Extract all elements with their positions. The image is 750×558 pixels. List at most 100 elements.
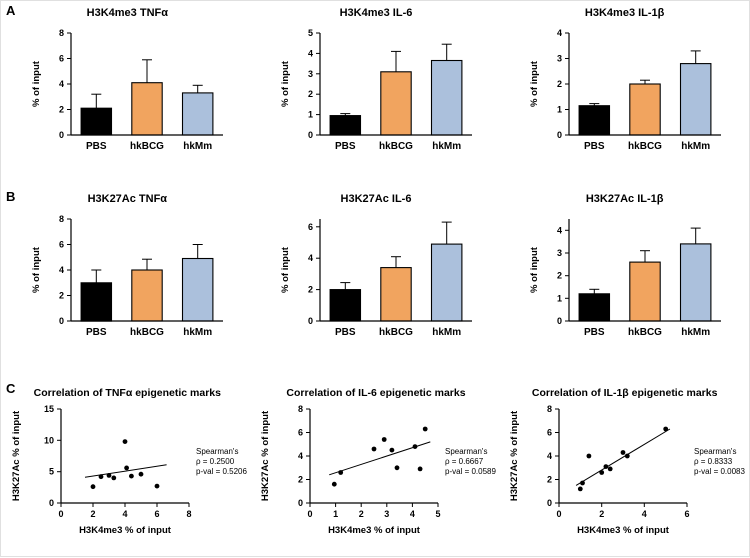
y-tick-label: 1 bbox=[557, 105, 562, 115]
y-tick-label: 0 bbox=[557, 130, 562, 140]
bar-0 bbox=[329, 115, 362, 136]
y-axis-label: % of input bbox=[529, 60, 540, 107]
y-tick-label: 3 bbox=[557, 248, 562, 258]
y-tick-label: 5 bbox=[308, 28, 313, 38]
y-tick-label: 8 bbox=[59, 214, 64, 224]
bar-0 bbox=[578, 105, 610, 136]
scatter-plot-6: Correlation of TNFα epigenetic marks 0 5 10… bbox=[3, 379, 252, 558]
y-tick-label: 1 bbox=[308, 110, 313, 120]
chart-title: H3K27Ac IL-1β bbox=[585, 193, 664, 205]
y-tick-label: 2 bbox=[308, 89, 313, 99]
data-point bbox=[603, 464, 608, 469]
y-tick-label: 0 bbox=[547, 498, 552, 508]
y-tick-label: 6 bbox=[547, 428, 552, 438]
data-point bbox=[381, 437, 387, 442]
bar-1 bbox=[628, 83, 661, 136]
data-point bbox=[389, 447, 395, 453]
x-axis-label: H3K4me3 % of input bbox=[328, 525, 421, 536]
chart-title: H3K27Ac TNFα bbox=[87, 193, 168, 205]
data-point bbox=[371, 446, 377, 452]
x-tick-label: 6 bbox=[155, 509, 160, 519]
x-category-label: hkMm bbox=[681, 327, 710, 338]
scatter-plot-8: Correlation of IL-1β epigenetic marks 0 2 4… bbox=[500, 379, 749, 558]
y-axis-label: H3K27Ac % of input bbox=[260, 410, 271, 501]
x-tick-label: 1 bbox=[333, 509, 338, 519]
data-point bbox=[138, 471, 144, 477]
x-category-label: hkBCG bbox=[130, 141, 164, 152]
stats-pval: p-val = 0.0589 bbox=[445, 467, 496, 476]
y-tick-label: 8 bbox=[59, 28, 64, 38]
data-point bbox=[154, 483, 160, 489]
bar-chart-4: H3K27Ac IL-6 0 2 4 6 % of input PBS hkBCG hkMm bbox=[252, 187, 501, 379]
x-tick-label: 0 bbox=[556, 509, 561, 519]
y-tick-label: 6 bbox=[59, 54, 64, 64]
trend-line bbox=[575, 428, 670, 486]
data-point bbox=[111, 475, 117, 481]
panel-label-c: C bbox=[6, 381, 16, 396]
stats-rho: ρ = 0.6667 bbox=[445, 457, 484, 466]
data-point bbox=[106, 473, 112, 478]
y-tick-label: 0 bbox=[49, 498, 54, 508]
data-point bbox=[412, 444, 418, 449]
y-tick-label: 4 bbox=[298, 451, 303, 461]
y-tick-label: 2 bbox=[298, 475, 303, 485]
stats-pval: p-val = 0.5206 bbox=[196, 467, 247, 476]
bar-2 bbox=[679, 63, 712, 136]
bar-chart-svg: 0 2 4 6 8 % of input PBS hkBCG hkMm bbox=[31, 28, 224, 152]
bar-chart-3: H3K27Ac TNFα 0 2 4 6 8 % of input PBS hkBCG hkMm bbox=[3, 187, 252, 379]
y-tick-label: 4 bbox=[308, 48, 313, 58]
y-tick-label: 4 bbox=[557, 225, 562, 235]
y-tick-label: 10 bbox=[44, 435, 54, 445]
stats-rho: ρ = 0.8333 bbox=[694, 457, 733, 466]
data-point bbox=[422, 426, 428, 432]
x-category-label: hkMm bbox=[184, 327, 213, 338]
chart-title: H3K4me3 IL-6 bbox=[339, 7, 413, 19]
x-tick-label: 2 bbox=[599, 509, 604, 519]
chart-title: H3K27Ac IL-6 bbox=[340, 193, 412, 205]
bar-chart-2: H3K4me3 IL-1β 0 1 2 3 4 % of input PBS hkBCG hkMm bbox=[500, 1, 749, 187]
x-tick-label: 5 bbox=[435, 509, 440, 519]
x-category-label: hkBCG bbox=[628, 327, 662, 338]
bar-1 bbox=[131, 269, 164, 322]
y-tick-label: 2 bbox=[557, 79, 562, 89]
bar-chart-0: H3K4me3 TNFα 0 2 4 6 8 % of input PBS hkBCG hkMm bbox=[3, 1, 252, 187]
x-tick-label: 8 bbox=[187, 509, 192, 519]
data-point bbox=[394, 465, 400, 471]
bar-2 bbox=[679, 243, 712, 322]
x-category-label: hkBCG bbox=[628, 141, 662, 152]
y-axis-label: H3K27Ac % of input bbox=[509, 410, 520, 501]
chart-title: Correlation of IL-1β epigenetic marks bbox=[531, 387, 718, 399]
data-point bbox=[417, 466, 423, 472]
stats-rho: ρ = 0.2500 bbox=[196, 457, 235, 466]
x-tick-label: 0 bbox=[59, 509, 64, 519]
bar-chart-svg: 0 2 4 6 8 % of input PBS hkBCG hkMm bbox=[31, 214, 224, 338]
data-point bbox=[124, 465, 130, 471]
y-axis-label: % of input bbox=[280, 60, 291, 107]
bar-2 bbox=[430, 243, 463, 322]
bar-chart-5: H3K27Ac IL-1β 0 1 2 3 4 % of input PBS hkBCG hkMm bbox=[500, 187, 749, 379]
panel-label-a: A bbox=[6, 3, 16, 18]
y-tick-label: 6 bbox=[298, 428, 303, 438]
y-tick-label: 2 bbox=[308, 285, 313, 295]
x-tick-label: 0 bbox=[307, 509, 312, 519]
stats-pval: p-val = 0.0083 bbox=[694, 467, 745, 476]
data-point bbox=[586, 453, 591, 459]
bar-2 bbox=[182, 257, 214, 322]
y-tick-label: 0 bbox=[59, 316, 64, 326]
data-point bbox=[338, 470, 344, 475]
y-tick-label: 0 bbox=[557, 316, 562, 326]
y-tick-label: 3 bbox=[557, 54, 562, 64]
data-point bbox=[577, 486, 583, 492]
x-axis-label: H3K4me3 % of input bbox=[577, 525, 670, 536]
chart-title: H3K4me3 TNFα bbox=[86, 7, 168, 19]
data-point bbox=[579, 480, 585, 486]
stats-label: Spearman's bbox=[445, 447, 487, 456]
data-point bbox=[662, 426, 668, 432]
y-tick-label: 0 bbox=[59, 130, 64, 140]
y-tick-label: 8 bbox=[298, 404, 303, 414]
x-axis-label: H3K4me3 % of input bbox=[79, 525, 172, 536]
bar-chart-svg: 0 1 2 3 4 5 % of input PBS hkBCG hkMm bbox=[280, 28, 472, 152]
